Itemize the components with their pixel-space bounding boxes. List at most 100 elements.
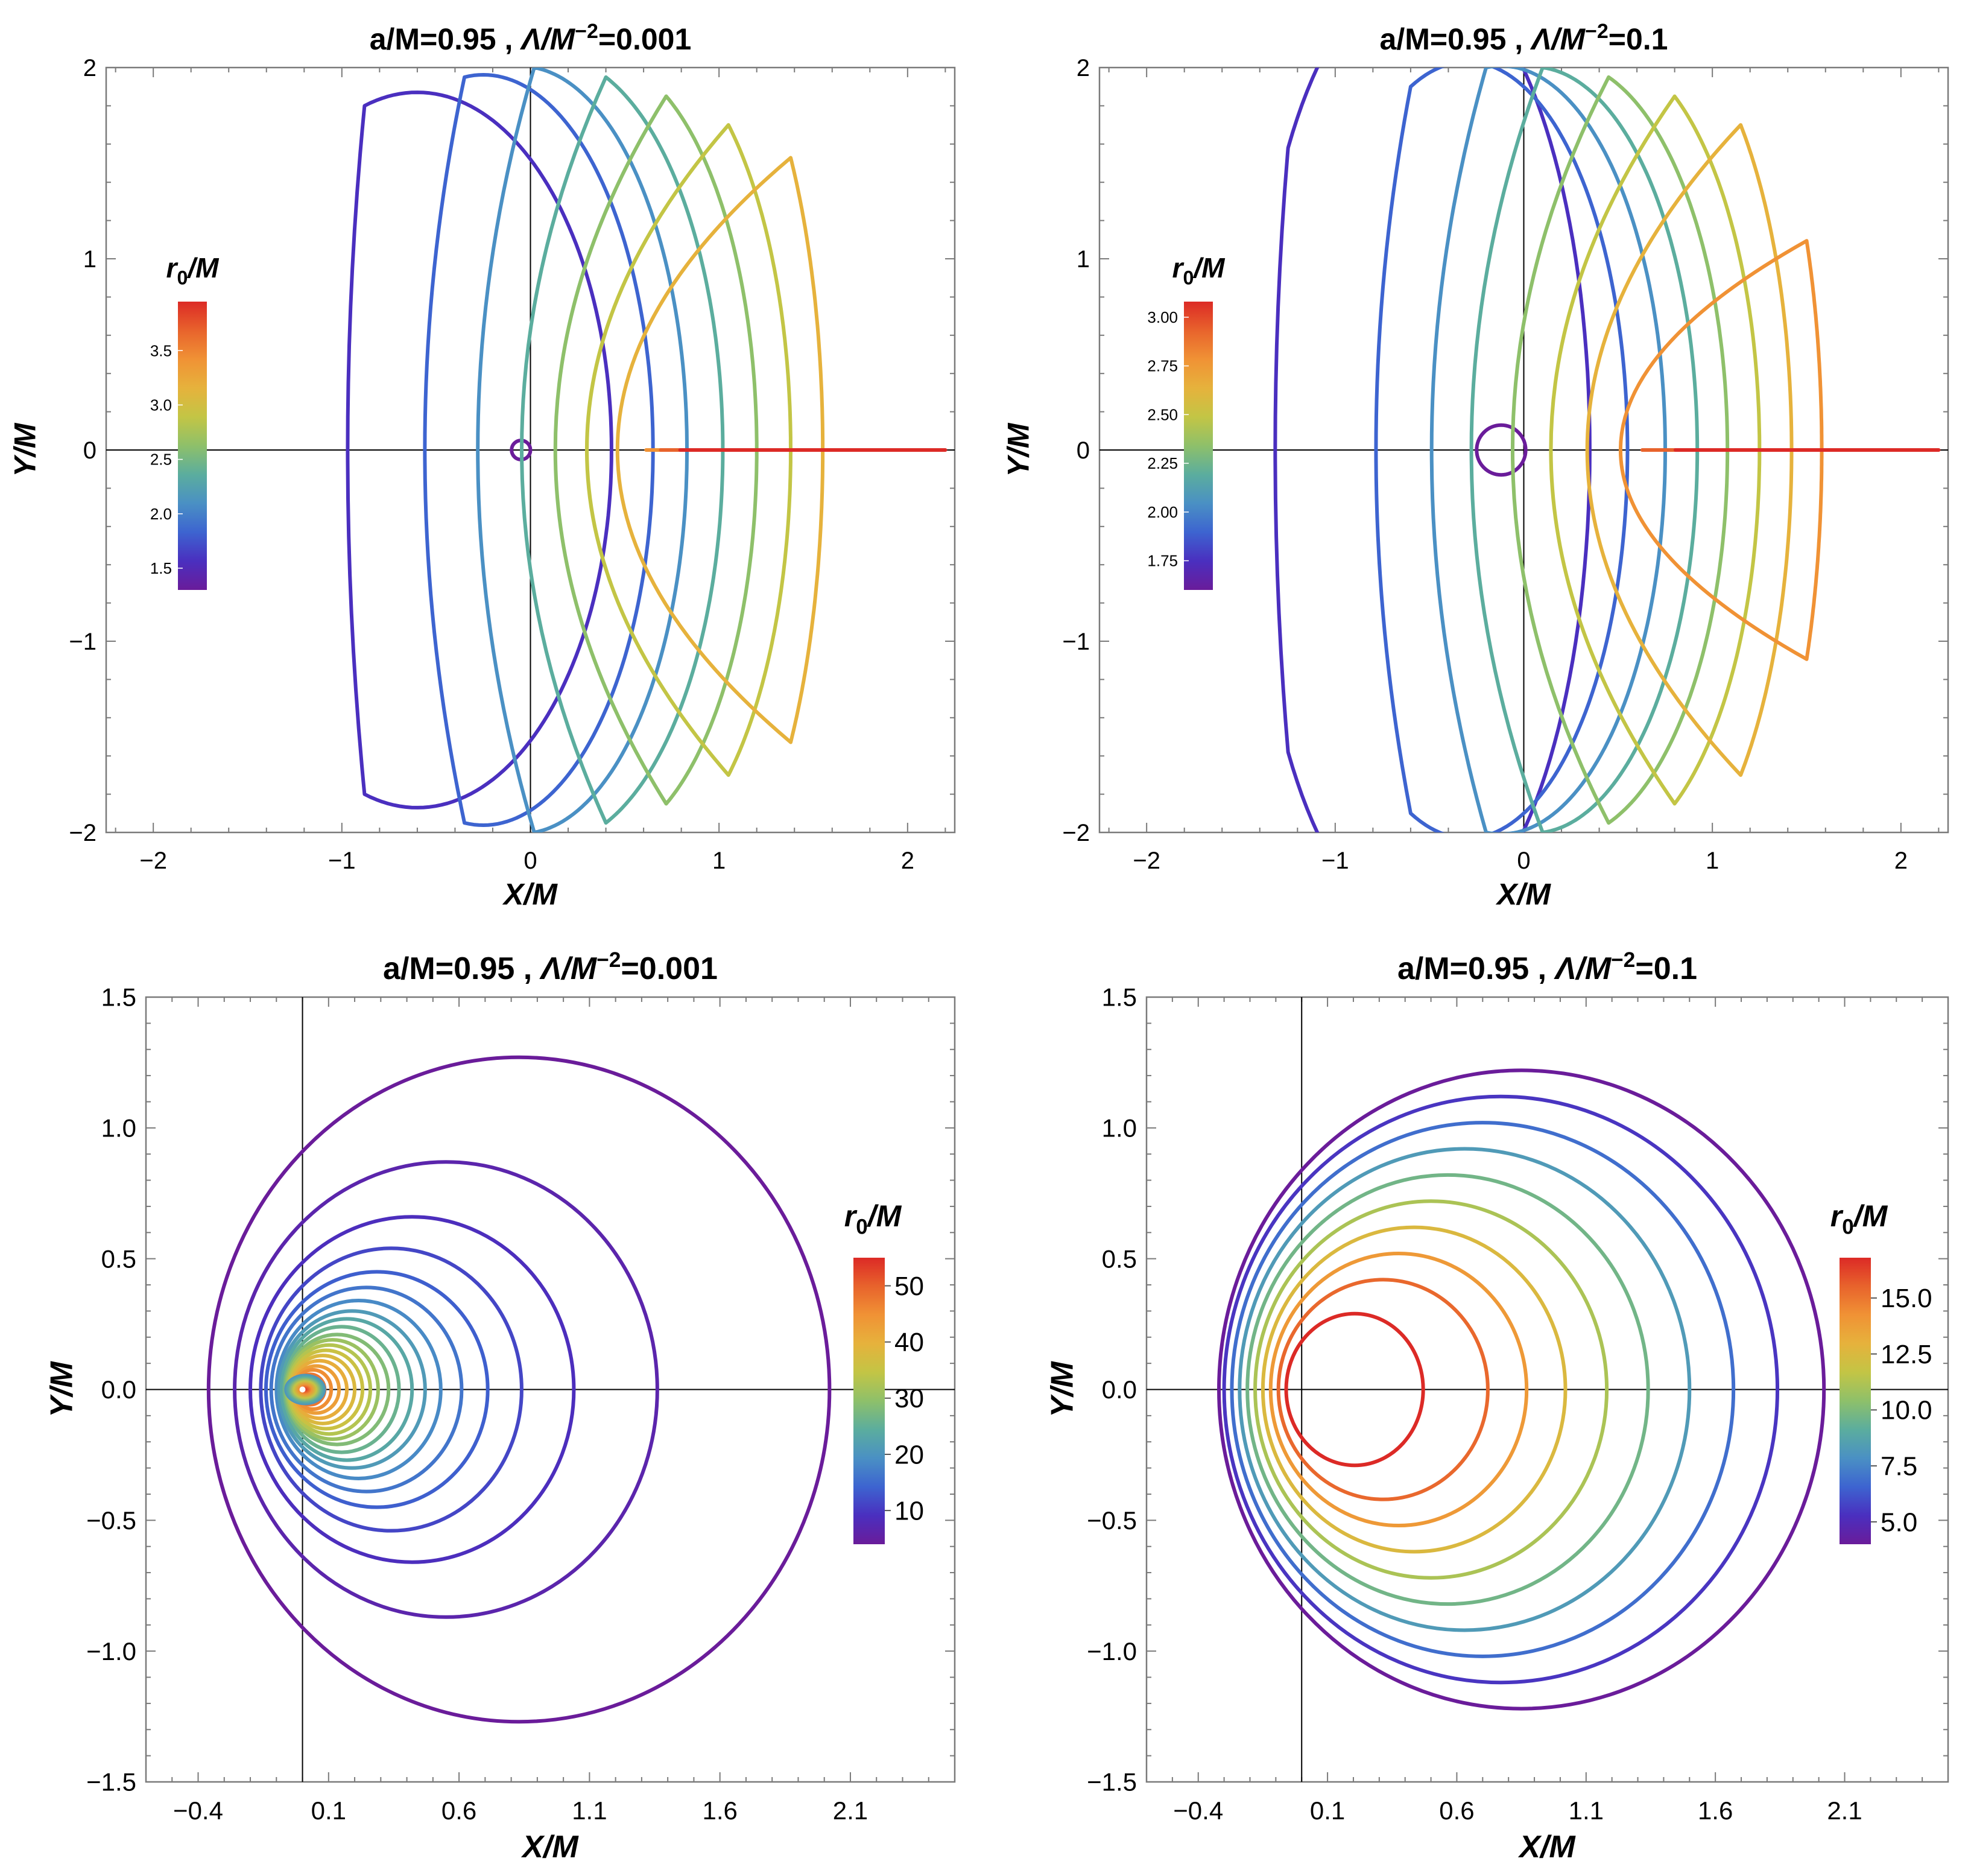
colorbar-title: r0/M [166, 252, 220, 289]
colorbar [853, 1258, 885, 1544]
y-tick-label: 0.5 [101, 1244, 136, 1273]
colorbar-tick-label: 15.0 [1881, 1284, 1932, 1313]
x-tick-label: 1.6 [702, 1796, 737, 1825]
wedge-curve-4 [1469, 68, 1700, 832]
ticks [145, 997, 955, 1783]
wedge-curve-8 [1619, 239, 1824, 661]
colorbar [1840, 1258, 1871, 1544]
core-center [299, 1386, 306, 1393]
colorbar-tick-label: 1.5 [150, 559, 172, 577]
colorbar-title: r0/M [1172, 252, 1226, 289]
colorbar-title: r0/M [844, 1199, 902, 1239]
wedge-curve-7 [1585, 123, 1794, 777]
colorbar [178, 302, 207, 590]
orbit-ring-7 [1268, 1251, 1529, 1528]
panel-title: a/M=0.95 , Λ/M−2=0.1 [1397, 948, 1697, 986]
orbit-ring-6 [274, 1299, 443, 1480]
x-tick-label: 0.6 [1439, 1796, 1474, 1825]
x-tick-label: −2 [139, 848, 167, 874]
y-tick-label: −1.5 [86, 1768, 136, 1796]
colorbar [1184, 302, 1213, 590]
y-tick-label: −1 [69, 629, 96, 655]
colorbar-tick-label: 40 [894, 1328, 924, 1357]
data-area [1099, 68, 1948, 832]
orbit-ring-9 [1284, 1311, 1425, 1468]
x-axis-label: X/M [502, 878, 558, 911]
y-tick-label: 0.0 [101, 1375, 136, 1404]
data-area [146, 997, 955, 1782]
colorbar-tick-label: 5.0 [1881, 1507, 1917, 1537]
colorbar-tick-label: 12.5 [1881, 1340, 1932, 1369]
colorbar-tick-label: 10 [894, 1497, 924, 1526]
y-tick-label: 2 [1077, 55, 1090, 81]
y-tick-label: −0.5 [86, 1506, 136, 1535]
y-axis-label: Y/M [45, 1361, 80, 1418]
x-tick-label: −1 [328, 848, 356, 874]
panel-top-right: −2 −1 0 1 2 −2 −1 0 1 2 X/M Y/M a/M=0.95 , Λ/M−2=0.1… [1002, 20, 1949, 911]
x-tick-label: 0 [524, 848, 537, 874]
x-tick-label: 0 [1517, 848, 1530, 874]
wedge-curve-6 [585, 123, 793, 777]
orbit-ring-3 [1238, 1147, 1692, 1632]
wedge-curve-2 [1374, 68, 1630, 832]
x-tick-label: −2 [1133, 848, 1160, 874]
y-tick-label: 2 [83, 55, 96, 81]
orbit-ring-0 [206, 1055, 832, 1724]
y-tick-label: −1.0 [86, 1637, 136, 1665]
panel-bottom-right: −0.4 0.1 0.6 1.1 1.6 2.1 −1.5 −1.0 −0.5 0.0 0.5 1.0… [1045, 948, 1949, 1865]
orbit-ring-7 [277, 1309, 427, 1470]
colorbar-tick-label: 2.00 [1147, 503, 1178, 521]
x-axis-label: X/M [520, 1830, 579, 1865]
colorbar-tick-label: 10.0 [1881, 1396, 1932, 1425]
wedge-curve-4 [520, 75, 725, 825]
orbit-ring-6 [1261, 1225, 1568, 1554]
orbit-ring-1 [1222, 1094, 1780, 1685]
colorbar-tick-label: 3.5 [150, 341, 172, 360]
x-tick-label: 2.1 [833, 1796, 868, 1825]
y-tick-label: 0 [1077, 437, 1090, 464]
y-tick-label: 1.5 [101, 983, 136, 1012]
colorbar-tick-label: 2.50 [1147, 405, 1178, 423]
orbit-ring-2 [248, 1215, 576, 1564]
x-axis-label: X/M [1495, 878, 1551, 911]
x-tick-label: 1.1 [572, 1796, 607, 1825]
orbit-0 [1475, 423, 1528, 477]
colorbar-tick-label: 2.0 [150, 505, 172, 523]
y-tick-label: 1.0 [1102, 1114, 1137, 1142]
y-tick-label: −0.5 [1087, 1506, 1137, 1535]
x-tick-label: 2.1 [1827, 1796, 1862, 1825]
y-tick-label: −1.5 [1087, 1768, 1137, 1796]
colorbar-tick-label: 2.5 [150, 451, 172, 469]
colorbar-tick-label: 50 [894, 1272, 924, 1301]
x-tick-label: 0.1 [1310, 1796, 1345, 1825]
x-tick-label: 1 [1706, 848, 1719, 874]
x-tick-label: −1 [1321, 848, 1349, 874]
wedge-curve-5 [1511, 75, 1730, 825]
wedge-curve-7 [615, 156, 825, 744]
data-area [1147, 997, 1948, 1782]
orbit-ring-5 [1253, 1199, 1609, 1580]
orbit-ring-0 [1217, 1068, 1826, 1711]
ticks [106, 67, 955, 833]
orbit-ring-4 [264, 1270, 490, 1509]
orbit-ring-2 [1230, 1121, 1736, 1658]
y-tick-label: 0.0 [1102, 1375, 1137, 1404]
panel-top-left: −2 −1 0 1 2 −2 −1 0 1 2 X/M Y/M a/M=0.95 , Λ/M−2=0.0… [8, 20, 956, 911]
wedge-curve-6 [1549, 94, 1762, 806]
colorbar-title: r0/M [1830, 1199, 1888, 1239]
colorbar-tick-label: 7.5 [1881, 1452, 1917, 1481]
wedge-curve-3 [476, 68, 689, 832]
y-axis-label: Y/M [1045, 1361, 1080, 1418]
x-tick-label: 1 [712, 848, 726, 874]
y-tick-label: 0.5 [1102, 1244, 1137, 1273]
panel-title: a/M=0.95 , Λ/M−2=0.001 [383, 948, 718, 986]
orbit-ring-8 [1276, 1278, 1490, 1501]
colorbar-tick-label: 2.75 [1147, 357, 1178, 375]
colorbar-tick-label: 20 [894, 1440, 924, 1469]
colorbar-tick-label: 30 [894, 1384, 924, 1413]
y-tick-label: 0 [83, 437, 96, 464]
y-tick-label: 1 [83, 246, 96, 273]
colorbar-tick-label: 1.75 [1147, 552, 1178, 570]
y-tick-label: 1 [1077, 246, 1090, 273]
